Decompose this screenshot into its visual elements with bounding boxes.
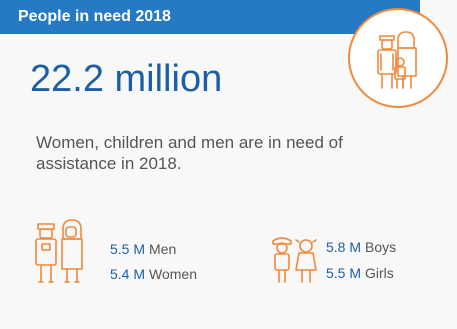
girls-stat: 5.5 M Girls xyxy=(326,265,394,281)
men-value: 5.5 M xyxy=(110,241,146,257)
family-badge xyxy=(348,8,448,108)
women-label: Women xyxy=(149,266,197,282)
women-stat: 5.4 M Women xyxy=(110,266,197,282)
description-text: Women, children and men are in need of a… xyxy=(36,133,343,173)
girls-label: Girls xyxy=(365,265,394,281)
boys-stat: 5.8 M Boys xyxy=(326,239,396,255)
men-label: Men xyxy=(149,241,177,257)
people-in-need-total: 22.2 million xyxy=(30,58,223,100)
boys-label: Boys xyxy=(365,239,397,255)
children-icon xyxy=(272,237,317,283)
women-value: 5.4 M xyxy=(110,266,146,282)
men-stat: 5.5 M Men xyxy=(110,241,176,257)
adults-icon xyxy=(35,219,83,283)
girls-value: 5.5 M xyxy=(326,265,362,281)
boys-value: 5.8 M xyxy=(326,239,362,255)
header-title: People in need 2018 xyxy=(18,8,171,25)
header-bar: People in need 2018 xyxy=(0,0,420,34)
family-icon xyxy=(377,31,417,89)
